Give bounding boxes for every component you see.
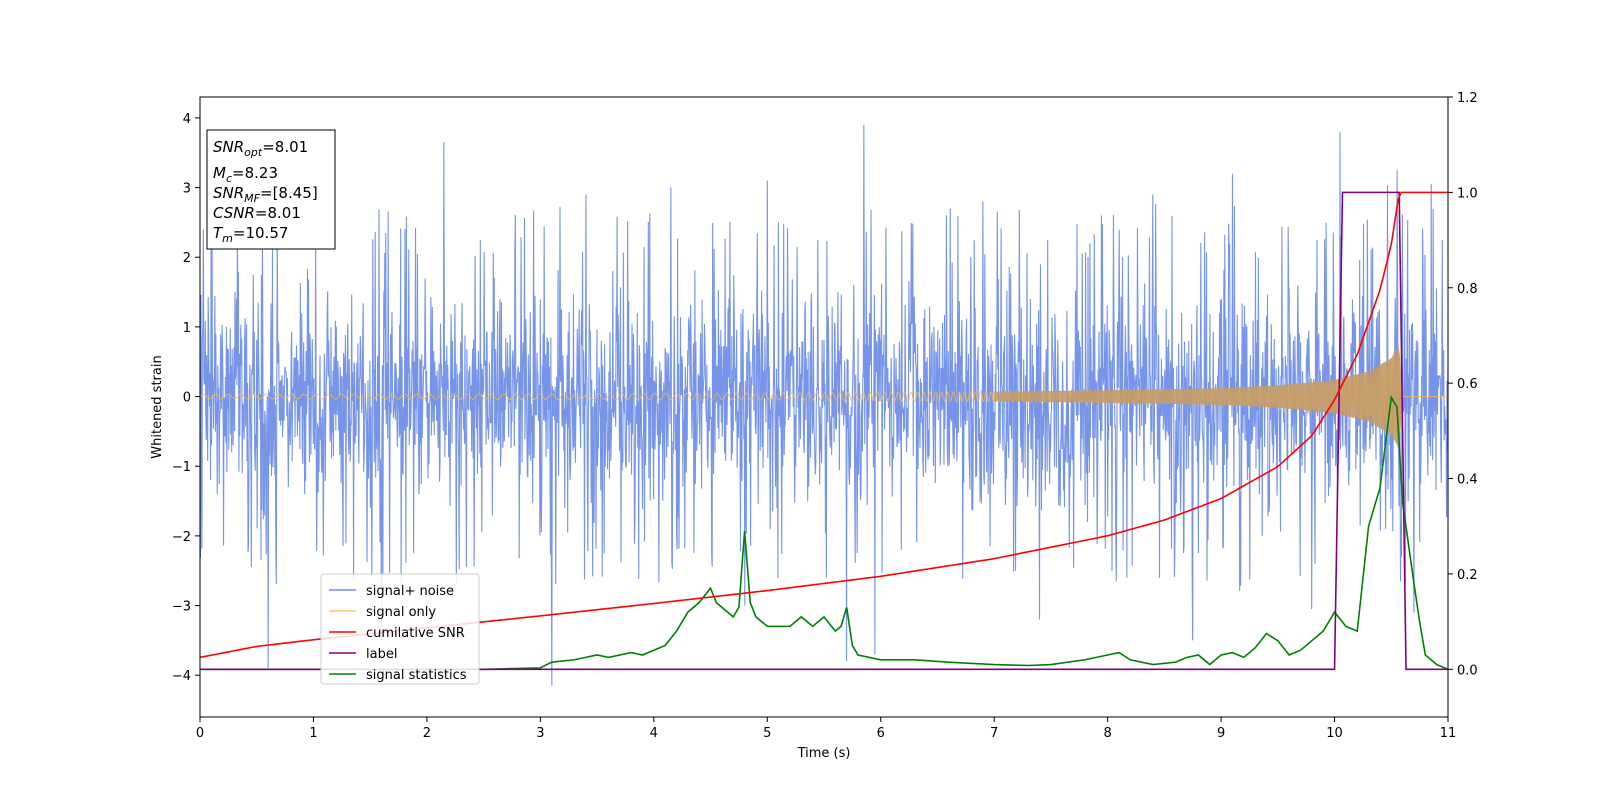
metrics-box <box>206 129 336 250</box>
y2-tick-label: 0.2 <box>1457 568 1478 583</box>
mc-text: Mc=8.23 <box>213 164 278 185</box>
y-tick-label: −2 <box>172 530 191 545</box>
snr-mf-text: SNRMF=[8.45] <box>213 184 318 205</box>
y-tick-label: −1 <box>172 460 191 475</box>
x-tick-label: 0 <box>196 726 204 741</box>
x-tick-label: 10 <box>1326 726 1343 741</box>
tm-text: Tm=10.57 <box>213 224 288 245</box>
x-axis: 0 1 2 3 4 5 6 7 8 9 10 11 <box>196 717 1456 741</box>
x-tick-label: 7 <box>990 726 998 741</box>
x-axis-label: Time (s) <box>797 746 851 761</box>
legend: signal+ noise signal only cumilative SNR la… <box>320 573 480 685</box>
y2-tick-label: 1.0 <box>1457 186 1478 201</box>
legend-label: cumilative SNR <box>366 626 465 641</box>
y-tick-label: −3 <box>172 600 191 615</box>
x-tick-label: 1 <box>309 726 317 741</box>
y-tick-label: 0 <box>183 391 191 406</box>
x-tick-label: 9 <box>1217 726 1225 741</box>
legend-label: signal+ noise <box>366 584 454 599</box>
y2-tick-label: 0.0 <box>1457 663 1478 678</box>
x-tick-label: 6 <box>877 726 885 741</box>
legend-box <box>320 573 480 685</box>
y-axis-right: 0.0 0.2 0.4 0.6 0.8 1.0 1.2 <box>1448 91 1478 678</box>
signal-statistics-line <box>200 395 1448 671</box>
y2-tick-label: 0.6 <box>1457 377 1478 392</box>
y2-tick-label: 0.4 <box>1457 473 1478 488</box>
y-tick-label: 1 <box>183 321 191 336</box>
y-tick-label: 4 <box>183 112 191 127</box>
y-tick-label: 3 <box>183 182 191 197</box>
metrics-annotation: SNRopt=8.01 Mc=8.23 SNRMF=[8.45] CSNR=8.… <box>206 129 336 250</box>
y-axis-label: Whitened strain <box>150 355 165 458</box>
x-tick-label: 3 <box>536 726 544 741</box>
snr-opt-text: SNRopt=8.01 <box>213 138 308 159</box>
y-tick-label: −4 <box>172 669 191 684</box>
y2-tick-label: 0.8 <box>1457 282 1478 297</box>
signal-envelope-fill <box>994 345 1403 448</box>
legend-label: signal only <box>366 605 436 620</box>
legend-label: label <box>366 647 397 662</box>
x-tick-label: 11 <box>1440 726 1457 741</box>
x-tick-label: 2 <box>423 726 431 741</box>
legend-label: signal statistics <box>366 668 467 683</box>
label-line <box>200 191 1448 671</box>
plot-frame <box>199 96 1449 718</box>
y-tick-label: 2 <box>183 251 191 266</box>
signal-noise-line <box>200 124 1448 686</box>
x-tick-label: 5 <box>763 726 771 741</box>
csnr-text: CSNR=8.01 <box>213 204 301 222</box>
x-tick-label: 8 <box>1103 726 1111 741</box>
series-layer <box>200 124 1448 686</box>
y-axis-left: −4 −3 −2 −1 0 1 2 3 4 <box>172 112 200 684</box>
y2-tick-label: 1.2 <box>1457 91 1478 106</box>
x-tick-label: 4 <box>650 726 658 741</box>
